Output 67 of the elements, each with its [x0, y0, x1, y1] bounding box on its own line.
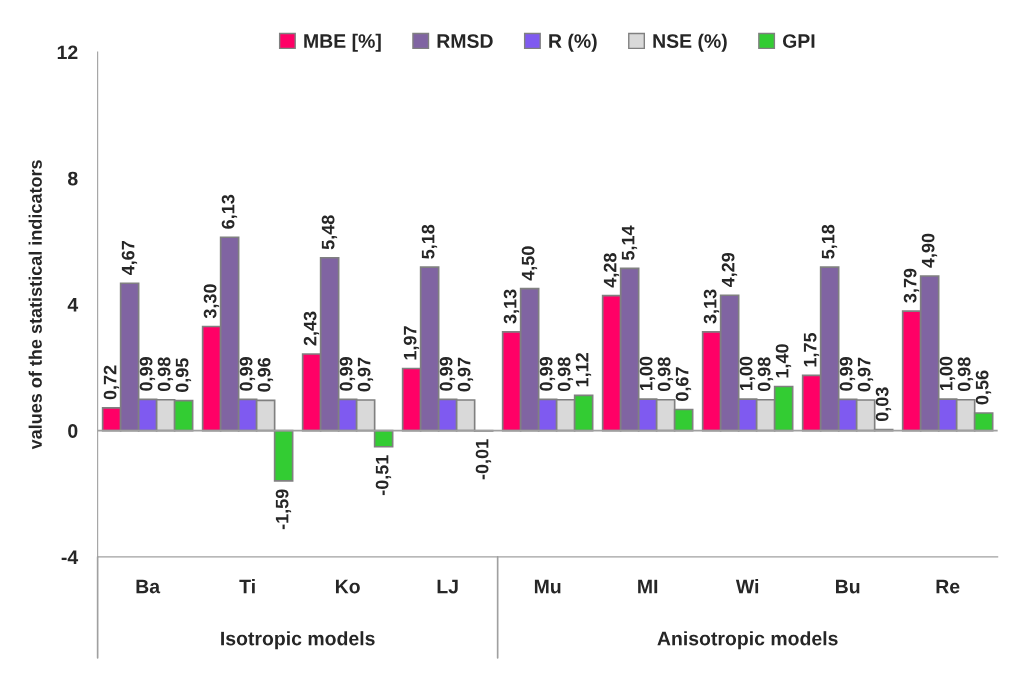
x-tick-label: Ti	[239, 579, 255, 594]
data-label: 0,98	[657, 357, 674, 392]
data-label: 0,03	[875, 387, 892, 422]
data-label: 0,97	[357, 357, 374, 392]
data-label: 0,98	[557, 357, 574, 392]
data-label: 5,18	[821, 224, 838, 259]
data-label: 1,40	[775, 344, 792, 378]
text: Anisotropic models	[657, 631, 838, 650]
y-tick-label: 0	[68, 424, 78, 438]
data-label: 4,50	[521, 246, 538, 281]
legend-label: NSE (%)	[653, 33, 727, 52]
data-label: 0,98	[957, 357, 974, 392]
data-label: 5,14	[621, 225, 638, 261]
data-label: 3,30	[203, 284, 220, 319]
data-label: 0,95	[175, 358, 192, 393]
x-tick-label: LJ	[437, 579, 458, 594]
x-tick-label: Ba	[136, 579, 161, 594]
data-label: 3,13	[703, 289, 720, 324]
data-label: 3,79	[903, 268, 920, 303]
data-label: -0,51	[375, 455, 392, 496]
data-label: 5,48	[321, 215, 338, 250]
data-label: 0,97	[857, 357, 874, 392]
data-label: 1,00	[639, 356, 656, 391]
data-label: 0,99	[139, 357, 156, 391]
data-label: 0,67	[675, 367, 692, 401]
data-label: 4,28	[603, 253, 620, 288]
data-label: 2,43	[303, 311, 320, 346]
data-label: 1,00	[739, 356, 756, 391]
data-label: 0,98	[157, 357, 174, 392]
data-label: 0,99	[539, 357, 556, 391]
data-label: 0,98	[757, 357, 774, 392]
data-label: 0,99	[839, 357, 856, 391]
y-tick-label: 8	[67, 171, 78, 186]
data-label: 5,18	[421, 224, 438, 259]
y-tick-label: 4	[67, 298, 79, 312]
x-tick-label: Re	[936, 579, 960, 594]
text: Isotropic models	[221, 631, 375, 650]
data-label: 0,72	[103, 365, 120, 400]
data-label: 4,67	[121, 241, 138, 276]
data-label: 0,99	[339, 357, 356, 391]
data-label: 0,97	[457, 357, 474, 392]
data-label: 6,13	[221, 194, 238, 229]
data-label: 4,90	[921, 233, 938, 268]
data-label: -1,59	[275, 489, 292, 530]
legend-label: GPI	[782, 34, 815, 48]
x-tick-label: Ko	[335, 579, 360, 594]
data-label: 0,96	[257, 357, 274, 392]
data-label: 1,97	[403, 326, 420, 360]
data-label: 0,99	[239, 357, 256, 391]
data-label: 0,56	[975, 370, 992, 405]
data-label: 1,00	[939, 356, 956, 391]
y-axis-title: values of the statistical indicators	[28, 160, 42, 450]
legend-label: MBE [%]	[304, 33, 381, 52]
x-tick-label: Bu	[836, 579, 860, 594]
data-label: 4,29	[721, 252, 738, 288]
legend-label: RMSD	[437, 34, 493, 48]
data-label: 1,12	[575, 353, 592, 387]
legend-label: R (%)	[549, 33, 597, 52]
x-tick-label: Mu	[534, 579, 561, 594]
x-tick-label: Wi	[735, 579, 759, 594]
y-tick-label: 12	[57, 45, 78, 60]
data-label: 3,13	[503, 289, 520, 324]
y-tick-label: -4	[61, 550, 79, 564]
x-tick-label: MI	[638, 579, 658, 594]
data-label: 0,99	[439, 357, 456, 391]
data-label: -0,01	[475, 439, 492, 480]
data-label: 1,75	[803, 332, 820, 367]
